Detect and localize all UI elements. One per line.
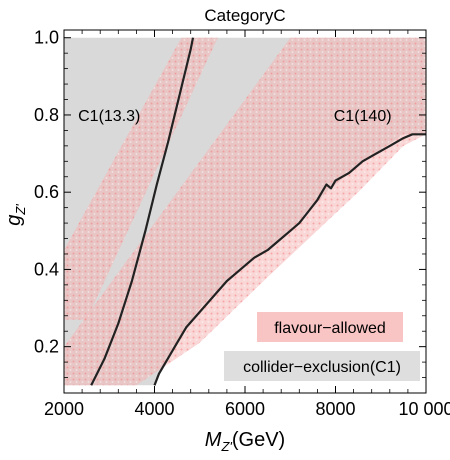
contour-labels: C1(13.3) C1(140) — [78, 108, 391, 125]
axis-titles: MZ'(GeV)gZ' — [3, 204, 285, 454]
y-tick-label: 1.0 — [34, 28, 59, 48]
chart-title: CategoryC — [204, 6, 285, 25]
x-axis-title-sub: Z' — [220, 439, 232, 454]
contour-label-2: C1(140) — [334, 108, 392, 125]
y-tick-label: 0.2 — [34, 337, 59, 357]
contour-label-1: C1(13.3) — [78, 108, 140, 125]
legend-label-1: flavour−allowed — [274, 320, 386, 337]
axis-ticks: 2000 4000 6000 8000 10 000 0.2 0.4 0.6 0.8 1.0 — [34, 28, 450, 419]
y-tick-label: 0.6 — [34, 182, 59, 202]
legend-swatch-1 — [257, 312, 403, 342]
y-axis-title-main: g — [3, 215, 25, 226]
x-tick-label: 8000 — [315, 399, 355, 419]
y-tick-label: 0.4 — [34, 259, 59, 279]
legend: flavour−allowed collider−exclusion(C1) — [224, 312, 420, 381]
x-tick-label: 6000 — [225, 399, 265, 419]
legend-label-2: collider−exclusion(C1) — [243, 359, 401, 376]
legend-swatch-2 — [224, 351, 420, 381]
x-axis-title-main: M — [205, 429, 222, 451]
regions-layer — [64, 37, 426, 386]
x-axis-title: MZ'(GeV) — [205, 429, 285, 454]
flavour-band-upper — [64, 37, 218, 320]
x-tick-label: 10 000 — [398, 399, 450, 419]
x-tick-label: 4000 — [134, 399, 174, 419]
x-axis-title-unit: (GeV) — [232, 429, 285, 451]
contour-line-1 — [90, 37, 195, 386]
y-tick-label: 0.8 — [34, 105, 59, 125]
y-axis-title: gZ' — [3, 204, 28, 226]
x-tick-label: 2000 — [44, 399, 84, 419]
y-axis-title-sub: Z' — [13, 204, 28, 216]
contours-layer — [90, 37, 426, 386]
flavour-band-lower — [64, 37, 426, 386]
contour-line-2 — [153, 133, 426, 386]
